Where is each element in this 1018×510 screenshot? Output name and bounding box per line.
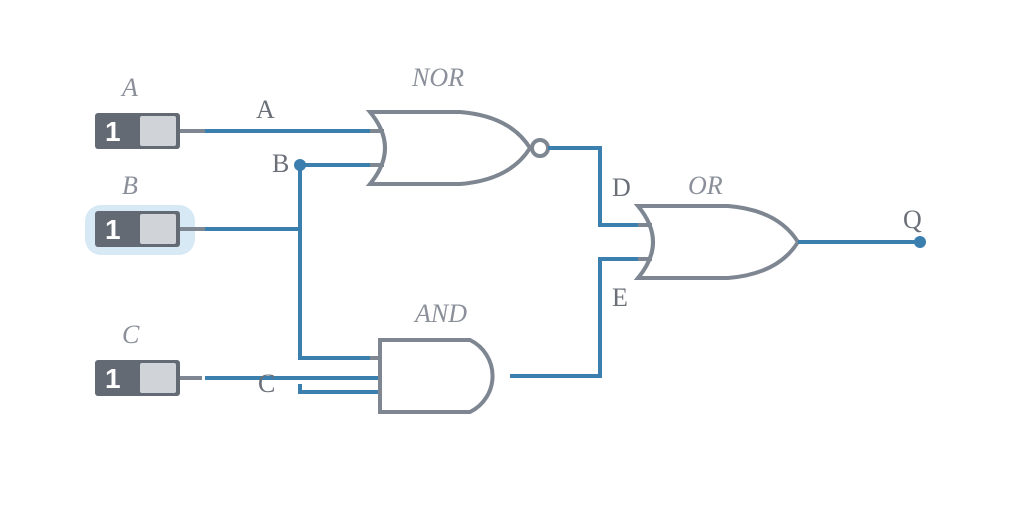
switch-value-B: 1 [105,214,121,245]
gate-label-NOR: NOR [411,63,464,92]
gate-AND [380,340,493,412]
input-switch-C[interactable]: 1 [95,360,180,396]
gate-label-OR: OR [688,171,723,200]
wire-label-A: A [256,95,275,124]
wire-label-E: E [612,283,628,312]
wire-label-Q: Q [903,205,922,234]
switch-value-C: 1 [105,363,121,394]
gate-NOR [370,112,548,184]
gate-label-AND: AND [413,299,467,328]
wire-B-branch [300,165,380,358]
input-label-B: B [122,171,138,200]
wire-label-D: D [612,173,631,202]
gate-OR [638,206,798,278]
input-switch-B[interactable]: 1 [95,211,180,247]
wire-D [548,148,648,225]
junction-B [294,159,306,171]
output-node-Q [914,236,926,248]
switch-value-A: 1 [105,116,121,147]
input-label-A: A [120,73,138,102]
wire-label-B: B [272,149,289,178]
input-label-C: C [122,320,140,349]
input-switch-A[interactable]: 1 [95,113,180,149]
wire-label-C: C [258,369,275,398]
wire-B-main [205,165,380,229]
wire-E [510,259,648,376]
